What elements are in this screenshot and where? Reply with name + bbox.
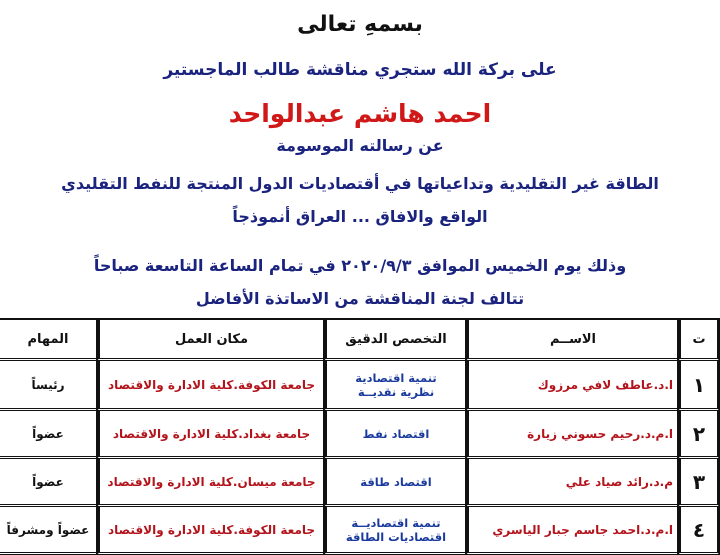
intro-text: على بركة الله ستجري مناقشة طالب الماجستي…: [163, 60, 557, 80]
table-row: ٣ م.د.رائد صياد علي اقتصاد طاقة جامعة مي…: [0, 459, 720, 507]
specialization: اقتصاد نفط: [323, 411, 465, 459]
specialization-line: اقتصاديات الطاقة: [345, 529, 447, 544]
row-number: ٢: [677, 411, 720, 459]
table-row: ١ ا.د.عاطف لافي مرزوك تنمية اقتصادية نظري…: [0, 361, 720, 411]
specialization-line: تنمية اقتصاديــة: [351, 515, 441, 530]
thesis-title-line1: الطاقة غير التقليدية وتداعياتها في أقتصا…: [61, 174, 659, 193]
specialization-line: نظرية نقديــة: [357, 384, 435, 399]
date-line: وذلك يوم الخميس الموافق ٢٠٢٠/٩/٣ في تمام…: [93, 256, 627, 275]
specialization: تنمية اقتصاديــة اقتصاديات الطاقة: [323, 507, 465, 555]
specialization-line: اقتصاد نفط: [362, 426, 430, 441]
row-number: ٤: [677, 507, 720, 555]
table-row: ٤ ا.م.د.احمد جاسم جبار الياسري تنمية اقت…: [0, 507, 720, 555]
student-name: احمد هاشم عبدالواحد: [228, 99, 492, 128]
member-name: ا.م.د.رحيم حسوني زيارة: [465, 411, 677, 459]
workplace: جامعة ميسان.كلية الادارة والاقتصاد: [96, 459, 323, 507]
workplace: جامعة الكوفة.كلية الادارة والاقتصاد: [96, 361, 323, 411]
table-header: ت الاســم التخصص الدقيق مكان العمل المها…: [0, 318, 720, 361]
header-workplace: مكان العمل: [96, 318, 323, 361]
committee-intro: تتالف لجنة المناقشة من الاساتذة الأفاضل: [195, 289, 525, 308]
header-role: المهام: [0, 318, 96, 361]
role: عضواً ومشرفاً: [0, 507, 96, 555]
member-name: م.د.رائد صياد علي: [465, 459, 677, 507]
specialization: تنمية اقتصادية نظرية نقديــة: [323, 361, 465, 411]
specialization-line: تنمية اقتصادية: [355, 370, 437, 385]
row-number: ٣: [677, 459, 720, 507]
member-name: ا.م.د.احمد جاسم جبار الياسري: [465, 507, 677, 555]
role: عضواً: [0, 459, 96, 507]
role: رئيساً: [0, 361, 96, 411]
header-number: ت: [677, 318, 720, 361]
member-name: ا.د.عاطف لافي مرزوك: [465, 361, 677, 411]
header-specialization: التخصص الدقيق: [323, 318, 465, 361]
thesis-intro: عن رسالته الموسومة: [276, 136, 444, 155]
committee-table: ت الاســم التخصص الدقيق مكان العمل المها…: [0, 318, 720, 555]
role: عضواً: [0, 411, 96, 459]
heading: بسمهِ تعالى: [297, 12, 423, 37]
thesis-title-line2: الواقع والافاق ... العراق أنموذجاً: [232, 207, 488, 226]
workplace: جامعة الكوفة.كلية الادارة والاقتصاد: [96, 507, 323, 555]
table-row: ٢ ا.م.د.رحيم حسوني زيارة اقتصاد نفط جامع…: [0, 411, 720, 459]
row-number: ١: [677, 361, 720, 411]
header-name: الاســم: [465, 318, 677, 361]
specialization-line: اقتصاد طاقة: [360, 474, 432, 489]
specialization: اقتصاد طاقة: [323, 459, 465, 507]
workplace: جامعة بغداد.كلية الادارة والاقتصاد: [96, 411, 323, 459]
